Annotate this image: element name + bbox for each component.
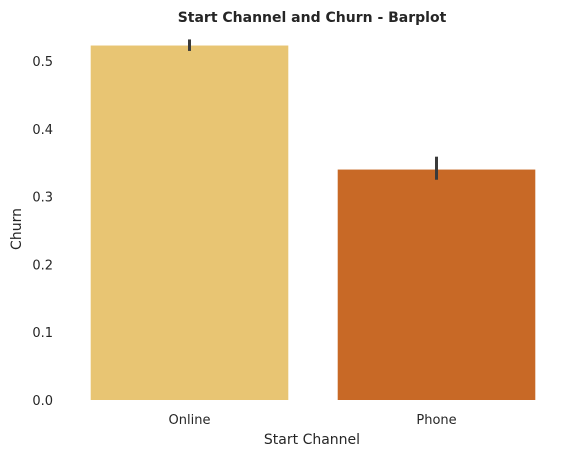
bar-phone (337, 169, 536, 400)
y-tick-label: 0.4 (32, 123, 53, 138)
bars-group (90, 45, 536, 401)
y-axis-ticks: 0.0 0.1 0.2 0.3 0.4 0.5 (32, 55, 53, 409)
x-axis-label: Start Channel (264, 432, 360, 448)
y-tick-label: 0.1 (32, 326, 53, 341)
chart-title: Start Channel and Churn - Barplot (178, 10, 447, 26)
y-tick-label: 0.2 (32, 258, 53, 273)
y-tick-label: 0.0 (32, 394, 53, 409)
y-axis-label: Churn (9, 208, 25, 250)
bar-online (90, 45, 289, 401)
y-tick-label: 0.3 (32, 191, 53, 206)
x-tick-label: Online (169, 413, 211, 428)
x-tick-label: Phone (416, 413, 456, 428)
y-tick-label: 0.5 (32, 55, 53, 70)
error-bars-group (188, 39, 438, 180)
x-axis-ticks: Online Phone (169, 413, 457, 428)
